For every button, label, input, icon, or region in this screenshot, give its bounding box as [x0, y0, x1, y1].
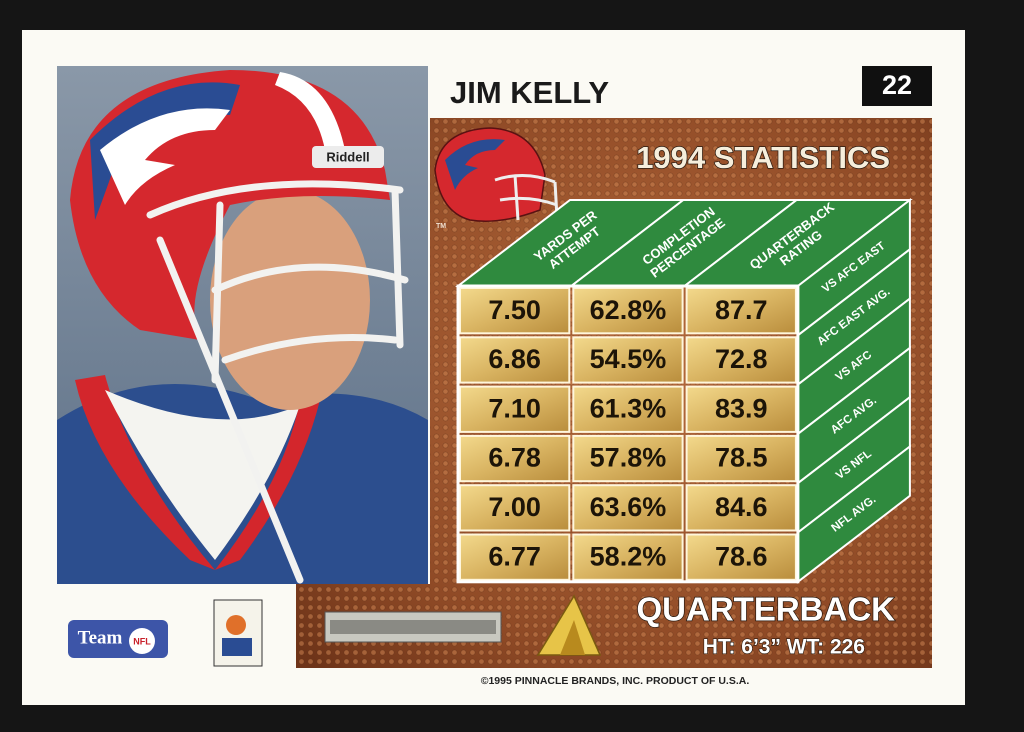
table-cell	[685, 533, 797, 581]
helmet-brand: Riddell	[326, 149, 369, 164]
team-nfl-logo: Team NFL	[68, 620, 168, 658]
cell-value: 57.8%	[590, 443, 667, 473]
position: QUARTERBACK	[637, 591, 896, 628]
cell-value: 87.7	[715, 295, 768, 325]
table-cell	[572, 533, 684, 581]
number-box	[862, 66, 932, 106]
table-cell	[459, 434, 571, 483]
copyright: ©1995 PINNACLE BRANDS, INC. PRODUCT OF U…	[481, 675, 750, 687]
team-logo-text: Team	[78, 627, 123, 648]
team-helmet-logo: TM	[434, 127, 559, 230]
card-number: 22	[882, 70, 912, 100]
table-cell	[572, 484, 684, 532]
pinnacle-logo	[536, 594, 602, 656]
table-cell	[685, 434, 797, 483]
table-cell	[459, 484, 571, 532]
cell-value: 7.10	[488, 393, 541, 423]
table-cell	[685, 385, 797, 433]
cell-value: 7.50	[488, 295, 541, 325]
table-cell	[685, 484, 797, 532]
cell-value: 84.6	[715, 492, 768, 522]
cell-value: 6.78	[488, 443, 541, 473]
table-cell	[572, 434, 684, 483]
cell-value: 6.77	[488, 541, 541, 571]
cell-value: 6.86	[488, 344, 541, 374]
table-cell	[685, 287, 797, 335]
table-cell	[685, 336, 797, 384]
table-cell	[572, 385, 684, 433]
stats-table: YARDS PERATTEMPT COMPLETIONPERCENTAGE QUAR…	[455, 197, 913, 584]
table-cell	[459, 385, 571, 433]
cell-value: 83.9	[715, 393, 768, 423]
foil-strip	[324, 611, 502, 643]
cell-value: 62.8%	[590, 295, 667, 325]
player-photo: Riddell	[57, 66, 428, 584]
cell-value: 78.5	[715, 443, 768, 473]
nfl-logo-text: NFL	[133, 636, 151, 646]
cell-value: 58.2%	[590, 541, 667, 571]
qb-club-logo	[213, 599, 263, 667]
table-border	[456, 284, 800, 584]
height-weight: HT: 6’3” WT: 226	[703, 636, 865, 659]
cell-value: 63.6%	[590, 492, 667, 522]
table-cell	[572, 287, 684, 335]
cell-value: 7.00	[488, 492, 541, 522]
player-name: JIM KELLY	[450, 75, 609, 110]
cell-value: 61.3%	[590, 393, 667, 423]
cell-value: 78.6	[715, 541, 768, 571]
cell-value: 54.5%	[590, 344, 667, 374]
table-cell	[459, 336, 571, 384]
table-cell	[459, 533, 571, 581]
table-cell	[459, 287, 571, 335]
table-cell	[572, 336, 684, 384]
stats-title: 1994 STATISTICS	[636, 140, 890, 175]
trademark: TM	[436, 223, 446, 230]
cell-value: 72.8	[715, 344, 768, 374]
